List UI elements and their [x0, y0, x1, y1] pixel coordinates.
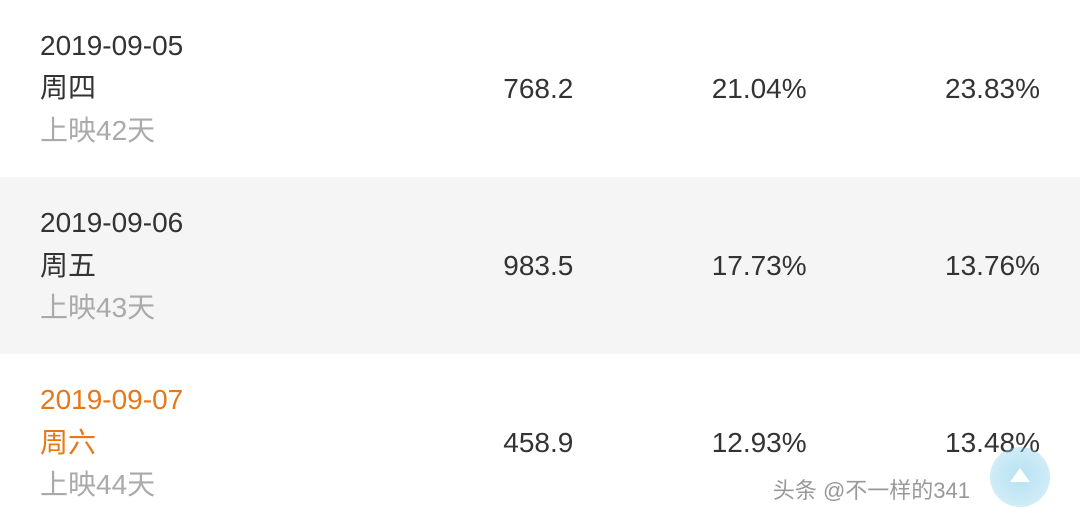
arrow-up-icon [1010, 468, 1030, 482]
date-label: 2019-09-06 [40, 205, 400, 241]
release-days-label: 上映44天 [40, 467, 400, 503]
date-cell: 2019-09-05 周四 上映42天 [40, 28, 400, 149]
box-office-value: 458.9 [400, 427, 633, 459]
percentage-1: 12.93% [633, 427, 866, 459]
weekday-label: 周四 [40, 70, 400, 106]
box-office-table: 2019-09-05 周四 上映42天 768.2 21.04% 23.83% … [0, 0, 1080, 532]
percentage-2: 23.83% [867, 73, 1080, 105]
percentage-2: 13.48% [867, 427, 1080, 459]
percentage-1: 21.04% [633, 73, 866, 105]
table-row[interactable]: 2019-09-05 周四 上映42天 768.2 21.04% 23.83% [0, 0, 1080, 177]
percentage-2: 13.76% [867, 250, 1080, 282]
date-cell: 2019-09-06 周五 上映43天 [40, 205, 400, 326]
date-label: 2019-09-05 [40, 28, 400, 64]
table-row[interactable]: 2019-09-06 周五 上映43天 983.5 17.73% 13.76% [0, 177, 1080, 354]
date-cell: 2019-09-07 周六 上映44天 [40, 382, 400, 503]
share-badge-icon [990, 447, 1050, 507]
date-label: 2019-09-07 [40, 382, 400, 418]
box-office-value: 768.2 [400, 73, 633, 105]
percentage-1: 17.73% [633, 250, 866, 282]
release-days-label: 上映43天 [40, 290, 400, 326]
release-days-label: 上映42天 [40, 113, 400, 149]
box-office-value: 983.5 [400, 250, 633, 282]
weekday-label: 周六 [40, 425, 400, 461]
weekday-label: 周五 [40, 248, 400, 284]
watermark-text: 头条 @不一样的341 [773, 473, 970, 505]
